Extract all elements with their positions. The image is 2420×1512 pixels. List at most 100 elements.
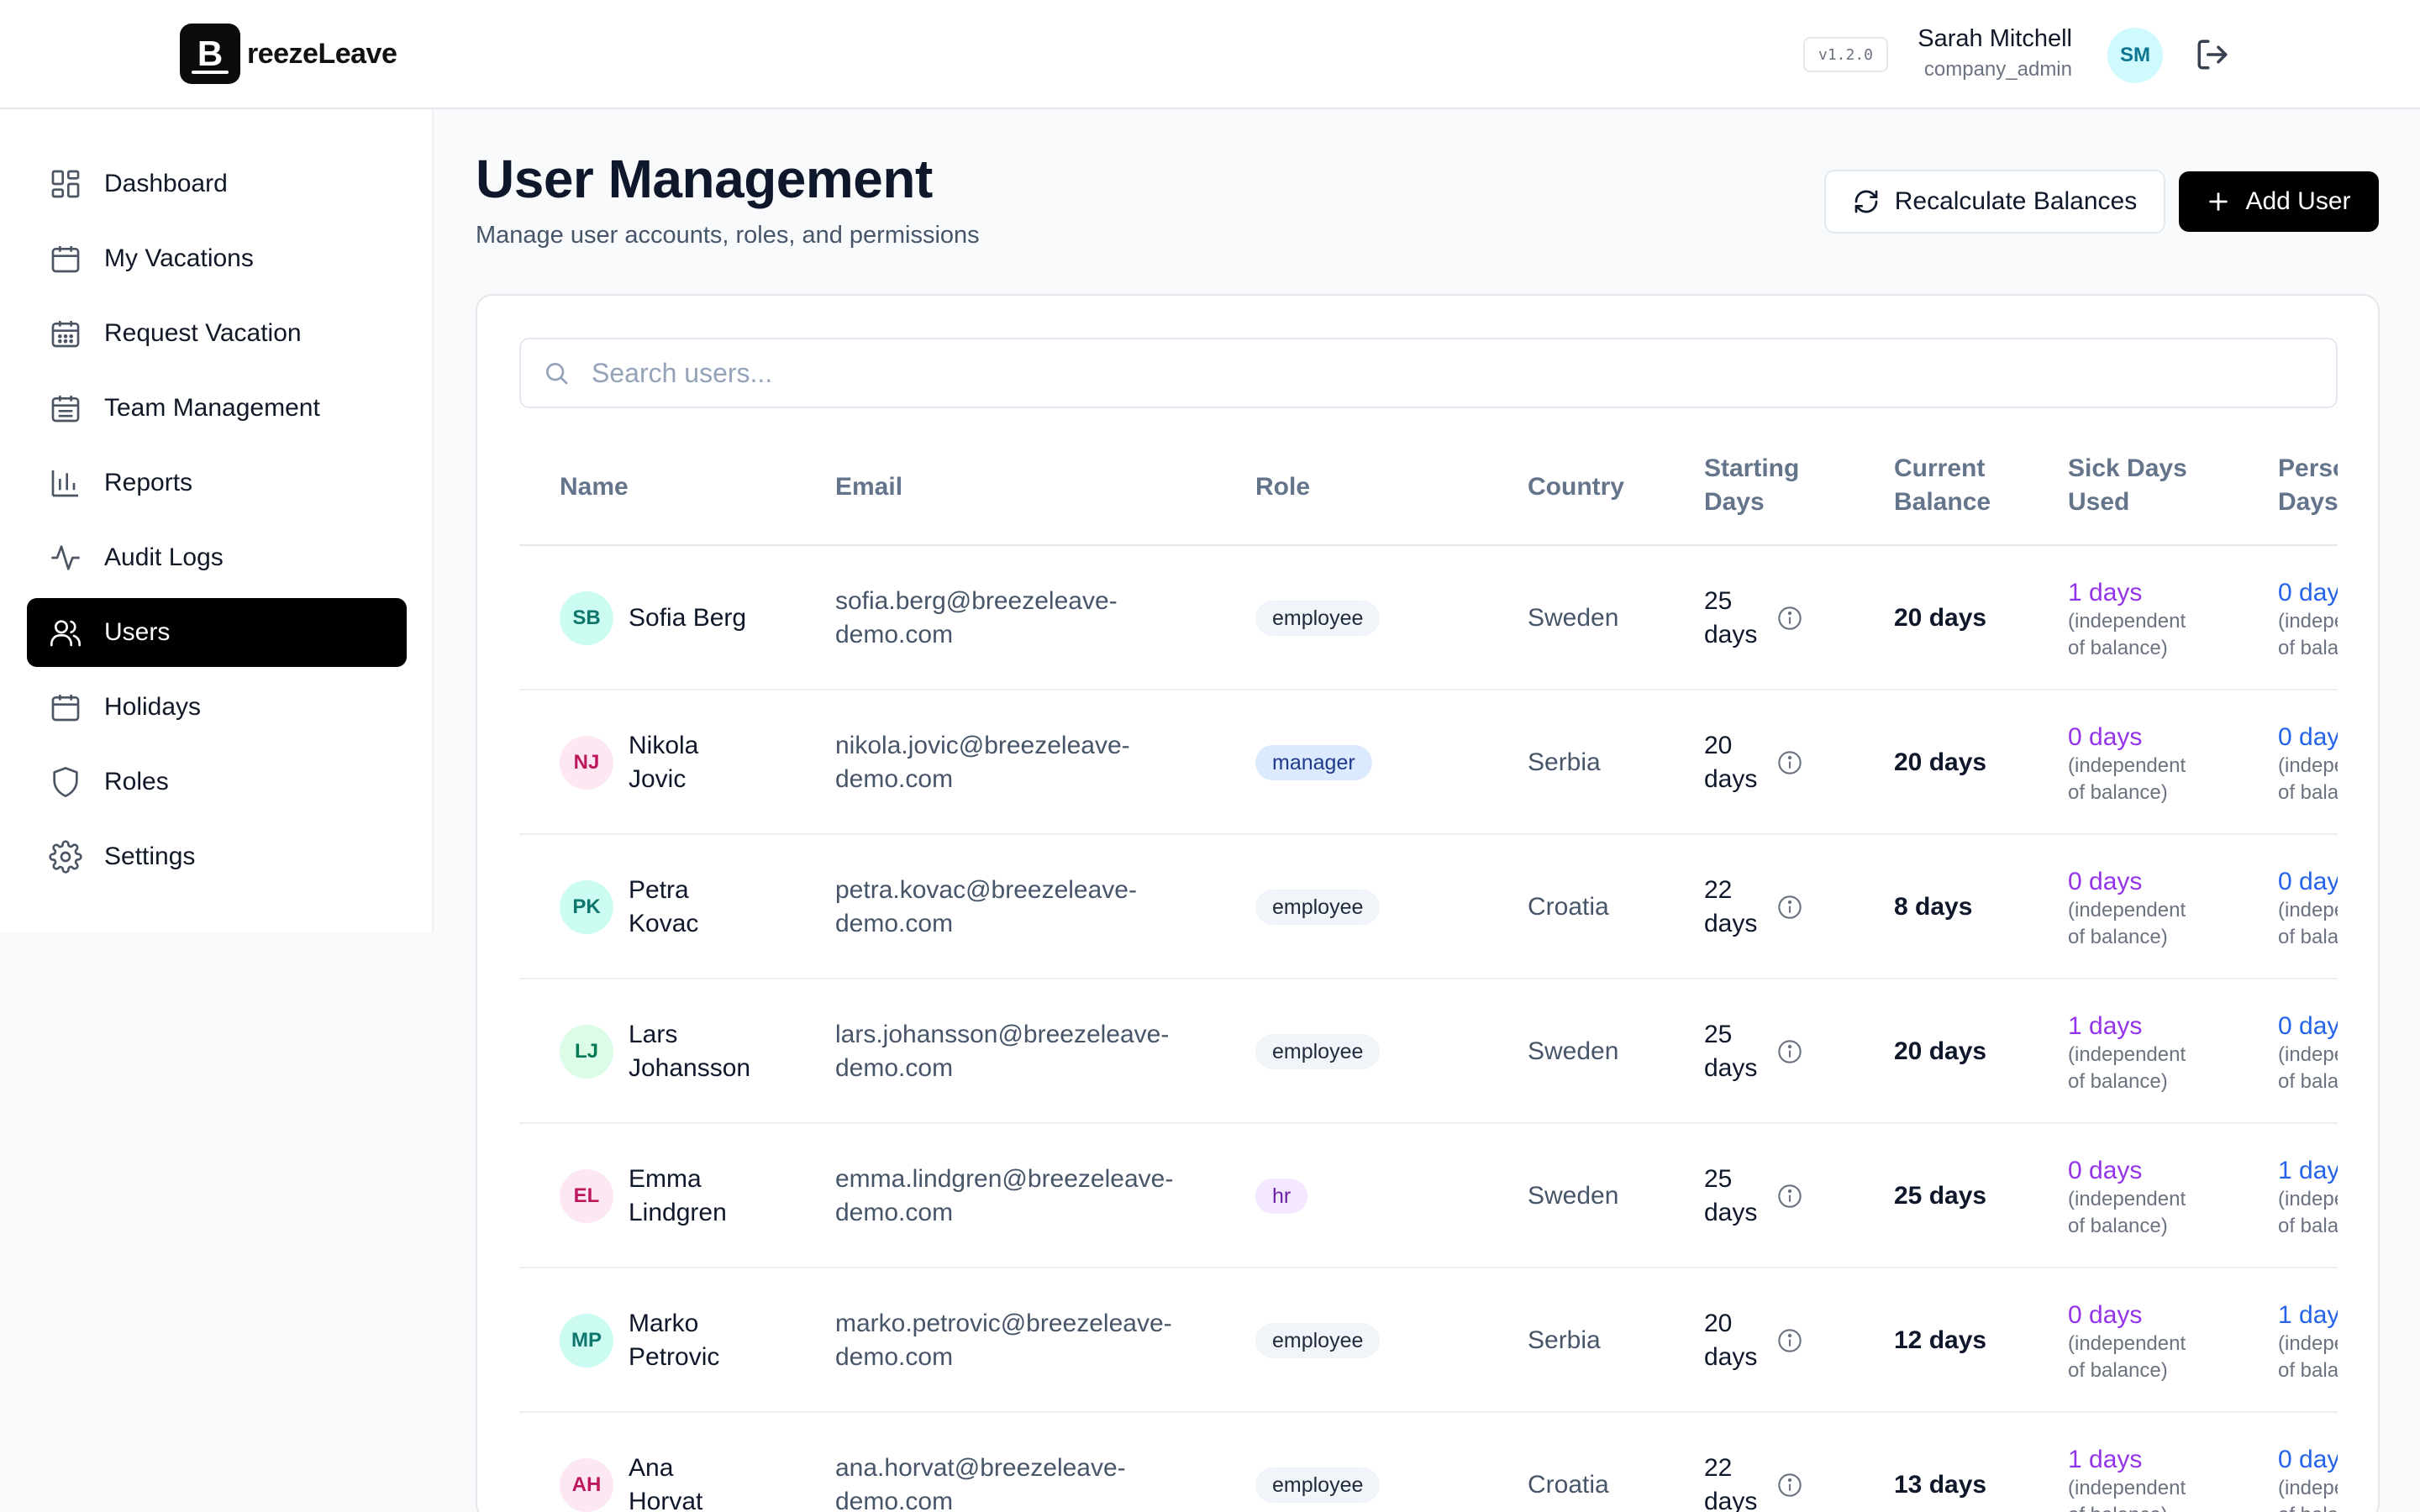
sick-days-note: of balance) — [2068, 637, 2168, 659]
user-avatar[interactable]: SM — [2107, 28, 2163, 83]
personal-days-note: of balance) — [2278, 1070, 2338, 1093]
header-line: Used — [2068, 488, 2130, 516]
sidebar-item-users[interactable]: Users — [27, 598, 407, 667]
sick-days-value: 1 days — [2068, 1012, 2143, 1040]
current-user-name: Sarah Mitchell — [1918, 25, 2072, 52]
personal-days-note: (independent — [2278, 754, 2338, 777]
sick-days-note: (independent — [2068, 610, 2186, 633]
search-input[interactable] — [592, 357, 2188, 389]
current-balance: 12 days — [1894, 1326, 1987, 1354]
sick-days-note: (independent — [2068, 1188, 2186, 1210]
personal-days-note: (independent — [2278, 1477, 2338, 1499]
email-line: demo.com — [835, 621, 954, 648]
table-row[interactable]: LJ Lars Johansson lars.johansson@breezel… — [519, 979, 2338, 1124]
name-line: Ana — [629, 1454, 674, 1482]
info-icon[interactable] — [1776, 749, 1803, 776]
sick-days-note: (independent — [2068, 1477, 2186, 1499]
table-row[interactable]: AH Ana Horvat ana.horvat@breezeleave- de… — [519, 1413, 2338, 1512]
table-row[interactable]: NJ Nikola Jovic nikola.jovic@breezeleave… — [519, 690, 2338, 835]
column-header-current-balance[interactable]: Current Balance — [1894, 452, 1991, 519]
sidebar-item-roles[interactable]: Roles — [27, 748, 407, 816]
role-badge: employee — [1255, 601, 1381, 636]
user-name: Nikola Jovic — [629, 729, 698, 796]
info-icon[interactable] — [1776, 1183, 1803, 1210]
user-name: Ana Horvat — [629, 1452, 702, 1512]
sidebar-item-label: Holidays — [104, 693, 202, 721]
personal-days-note: of balance) — [2278, 1502, 2338, 1512]
column-header-email[interactable]: Email — [835, 473, 903, 501]
info-icon[interactable] — [1776, 605, 1803, 632]
starting-days-value: 25 — [1704, 1021, 1733, 1048]
sidebar-item-request-vacation[interactable]: Request Vacation — [27, 299, 407, 368]
column-header-name[interactable]: Name — [560, 473, 629, 501]
column-header-sick-days[interactable]: Sick Days Used — [2068, 452, 2187, 519]
column-header-country[interactable]: Country — [1528, 473, 1624, 501]
add-user-button[interactable]: Add User — [2179, 171, 2379, 232]
email-line: demo.com — [835, 1343, 954, 1371]
header-line: Current — [1894, 454, 1986, 482]
starting-days-unit: days — [1704, 1488, 1758, 1512]
personal-days-note: of balance) — [2278, 1359, 2338, 1382]
email-line: demo.com — [835, 1488, 954, 1512]
starting-days: 25 days — [1704, 585, 1757, 652]
starting-days: 20 days — [1704, 729, 1757, 796]
sidebar-item-dashboard[interactable]: Dashboard — [27, 150, 407, 218]
app-logo[interactable]: B reezeLeave — [180, 24, 397, 84]
current-balance: 20 days — [1894, 748, 1987, 776]
column-header-personal-days[interactable]: Perso Days — [2278, 452, 2338, 519]
dashboard-icon — [51, 170, 80, 198]
sidebar-item-settings[interactable]: Settings — [27, 822, 407, 891]
sick-days-note: of balance) — [2068, 781, 2168, 804]
starting-days-unit: days — [1704, 765, 1758, 793]
version-badge: v1.2.0 — [1803, 37, 1889, 72]
recalculate-balances-button[interactable]: Recalculate Balances — [1824, 170, 2165, 234]
user-country: Serbia — [1528, 1326, 1601, 1354]
logout-icon[interactable] — [2195, 37, 2230, 72]
sick-days-note: of balance) — [2068, 1502, 2236, 1512]
sidebar-item-my-vacations[interactable]: My Vacations — [27, 224, 407, 293]
personal-days-value: 0 days — [2278, 1446, 2338, 1473]
sidebar-item-label: Request Vacation — [104, 319, 302, 347]
sidebar-item-audit-logs[interactable]: Audit Logs — [27, 523, 407, 592]
starting-days-value: 22 — [1704, 876, 1733, 904]
name-line: Marko — [629, 1310, 699, 1337]
starting-days-value: 20 — [1704, 1310, 1733, 1337]
table-row[interactable]: PK Petra Kovac petra.kovac@breezeleave- … — [519, 835, 2338, 979]
sick-days-used: 1 days (independent of balance) — [2068, 578, 2236, 662]
info-icon[interactable] — [1776, 1038, 1803, 1065]
table-row[interactable]: SB Sofia Berg sofia.berg@breezeleave- de… — [519, 546, 2338, 690]
recalculate-balances-label: Recalculate Balances — [1894, 187, 2138, 215]
table-row[interactable]: EL Emma Lindgren emma.lindgren@breezelea… — [519, 1124, 2338, 1268]
table-row[interactable]: MP Marko Petrovic marko.petrovic@breezel… — [519, 1268, 2338, 1413]
avatar: NJ — [560, 736, 613, 790]
info-icon[interactable] — [1776, 1327, 1803, 1354]
sick-days-value: 0 days — [2068, 723, 2143, 751]
info-icon[interactable] — [1776, 894, 1803, 921]
sidebar-item-label: Dashboard — [104, 170, 228, 197]
name-line: Nikola — [629, 732, 699, 759]
personal-days-note: (independent — [2278, 610, 2338, 633]
sidebar-item-label: Settings — [104, 843, 196, 870]
app-header: B reezeLeave v1.2.0 Sarah Mitchell compa… — [0, 0, 2420, 109]
role-badge: hr — [1255, 1179, 1308, 1214]
sidebar-item-team-management[interactable]: Team Management — [27, 374, 407, 443]
avatar: LJ — [560, 1025, 613, 1079]
user-name: Marko Petrovic — [629, 1307, 719, 1374]
add-user-label: Add User — [2245, 187, 2351, 215]
user-country: Sweden — [1528, 1182, 1619, 1210]
role-badge: employee — [1255, 890, 1381, 925]
gear-icon — [49, 840, 82, 874]
sidebar-item-holidays[interactable]: Holidays — [27, 673, 407, 742]
logo-mark: B — [180, 24, 240, 84]
header-line: Days — [1704, 488, 1765, 516]
column-header-starting-days[interactable]: Starting Days — [1704, 452, 1799, 519]
starting-days-unit: days — [1704, 1199, 1758, 1226]
info-icon[interactable] — [1776, 1472, 1803, 1499]
personal-days-note: (independent — [2278, 1188, 2338, 1210]
column-header-role[interactable]: Role — [1255, 473, 1311, 501]
search-box[interactable] — [519, 338, 2338, 408]
sidebar-item-reports[interactable]: Reports — [27, 449, 407, 517]
email-line: demo.com — [835, 765, 954, 793]
sick-days-used: 0 days (independent of balance) — [2068, 867, 2236, 951]
personal-days-note: (independent — [2278, 899, 2338, 921]
